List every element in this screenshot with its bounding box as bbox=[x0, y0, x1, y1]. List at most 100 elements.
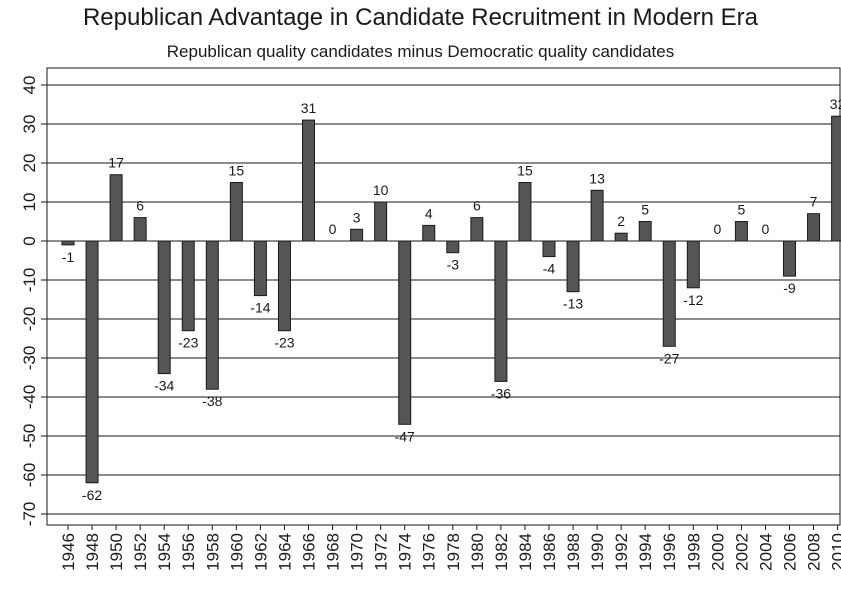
x-tick-label: 1954 bbox=[155, 533, 174, 571]
x-tick-label: 1948 bbox=[83, 533, 102, 571]
y-tick-label: 0 bbox=[20, 236, 39, 245]
data-label: 4 bbox=[425, 205, 433, 221]
data-label: -13 bbox=[563, 296, 583, 312]
y-tick-label: 30 bbox=[20, 115, 39, 134]
bar-1950 bbox=[109, 174, 123, 242]
y-tick-label: -40 bbox=[20, 385, 39, 410]
bar-1952 bbox=[133, 217, 147, 242]
x-tick-label: 2002 bbox=[732, 533, 751, 571]
y-tick-label: -70 bbox=[20, 502, 39, 527]
data-label: 2 bbox=[617, 213, 625, 229]
data-label: 0 bbox=[329, 221, 337, 237]
data-label: -12 bbox=[683, 292, 703, 308]
x-tick-label: 1980 bbox=[468, 533, 487, 571]
data-label: 6 bbox=[136, 198, 144, 214]
data-label: -47 bbox=[395, 428, 415, 444]
data-label: 5 bbox=[738, 202, 746, 218]
bar-1972 bbox=[374, 201, 388, 242]
data-label: 15 bbox=[229, 163, 245, 179]
data-label: 7 bbox=[810, 194, 818, 210]
bar-1988 bbox=[566, 240, 580, 293]
data-label: -62 bbox=[82, 487, 102, 503]
data-label: 6 bbox=[473, 198, 481, 214]
data-label: 3 bbox=[353, 209, 361, 225]
x-tick-label: 1986 bbox=[540, 533, 559, 571]
bar-1956 bbox=[181, 240, 195, 332]
y-tick-label: -50 bbox=[20, 424, 39, 449]
data-label: -1 bbox=[62, 249, 75, 265]
bar-1954 bbox=[157, 240, 171, 375]
x-tick-label: 1950 bbox=[107, 533, 126, 571]
data-label: -4 bbox=[543, 261, 556, 277]
data-label: 0 bbox=[762, 221, 770, 237]
data-label: 13 bbox=[589, 170, 605, 186]
x-tick-label: 1996 bbox=[660, 533, 679, 571]
x-tick-label: 2004 bbox=[756, 533, 775, 571]
x-tick-label: 2006 bbox=[780, 533, 799, 571]
data-label: -23 bbox=[178, 335, 198, 351]
bar-1992 bbox=[614, 232, 628, 242]
data-label: -36 bbox=[491, 385, 511, 401]
x-tick-label: 1984 bbox=[516, 533, 535, 571]
data-label: 15 bbox=[517, 163, 533, 179]
bar-1986 bbox=[542, 240, 556, 258]
bar-1990 bbox=[590, 189, 604, 242]
plot-frame bbox=[46, 67, 841, 526]
bar-1982 bbox=[494, 240, 508, 382]
x-tick-label: 1988 bbox=[564, 533, 583, 571]
bar-1996 bbox=[662, 240, 676, 347]
data-label: -23 bbox=[274, 335, 294, 351]
chart-title: Republican Advantage in Candidate Recrui… bbox=[82, 4, 759, 31]
bar-1960 bbox=[229, 182, 243, 242]
x-tick-label: 1992 bbox=[612, 533, 631, 571]
bar-1978 bbox=[446, 240, 460, 254]
data-label: 0 bbox=[713, 221, 721, 237]
data-label: 5 bbox=[641, 202, 649, 218]
data-label: -3 bbox=[447, 257, 460, 273]
bar-1980 bbox=[470, 217, 484, 242]
x-tick-label: 1976 bbox=[420, 533, 439, 571]
x-tick-label: 1952 bbox=[131, 533, 150, 571]
y-tick-label: 10 bbox=[20, 193, 39, 212]
chart-subtitle: Republican quality candidates minus Demo… bbox=[166, 42, 675, 61]
bar-1998 bbox=[686, 240, 700, 289]
data-label: -9 bbox=[783, 280, 796, 296]
x-tick-label: 2000 bbox=[708, 533, 727, 571]
data-label: -34 bbox=[154, 378, 174, 394]
x-tick-label: 1990 bbox=[588, 533, 607, 571]
data-label: 31 bbox=[301, 100, 317, 116]
y-tick-label: 40 bbox=[20, 76, 39, 95]
bar-1976 bbox=[422, 224, 436, 242]
bar-2008 bbox=[807, 213, 821, 242]
y-tick-label: 20 bbox=[20, 154, 39, 173]
bar-1984 bbox=[518, 182, 532, 242]
data-label: 17 bbox=[108, 155, 124, 171]
x-tick-label: 1982 bbox=[492, 533, 511, 571]
bar-2006 bbox=[783, 240, 796, 277]
bar-1974 bbox=[398, 240, 412, 425]
x-tick-label: 2008 bbox=[805, 533, 824, 571]
bar-2010 bbox=[831, 115, 841, 242]
bar-2002 bbox=[734, 221, 748, 242]
bar-1970 bbox=[350, 228, 364, 242]
x-tick-label: 1956 bbox=[179, 533, 198, 571]
y-tick-label: -20 bbox=[20, 307, 39, 332]
x-tick-label: 1966 bbox=[299, 533, 318, 571]
x-tick-label: 1994 bbox=[636, 533, 655, 571]
x-tick-label: 1974 bbox=[396, 533, 415, 571]
data-label: -27 bbox=[659, 350, 679, 366]
bar-1964 bbox=[277, 240, 291, 332]
bar-1962 bbox=[253, 240, 267, 297]
bar-1948 bbox=[85, 240, 99, 484]
bar-1958 bbox=[205, 240, 219, 390]
x-tick-label: 1962 bbox=[251, 533, 270, 571]
bar-1946 bbox=[61, 240, 75, 246]
x-tick-label: 1946 bbox=[59, 533, 78, 571]
x-tick-label: 2010 bbox=[829, 533, 841, 571]
data-label: -14 bbox=[250, 300, 270, 316]
bar-1966 bbox=[302, 119, 315, 242]
x-tick-label: 1998 bbox=[684, 533, 703, 571]
x-tick-label: 1970 bbox=[348, 533, 367, 571]
x-tick-label: 1960 bbox=[227, 533, 246, 571]
